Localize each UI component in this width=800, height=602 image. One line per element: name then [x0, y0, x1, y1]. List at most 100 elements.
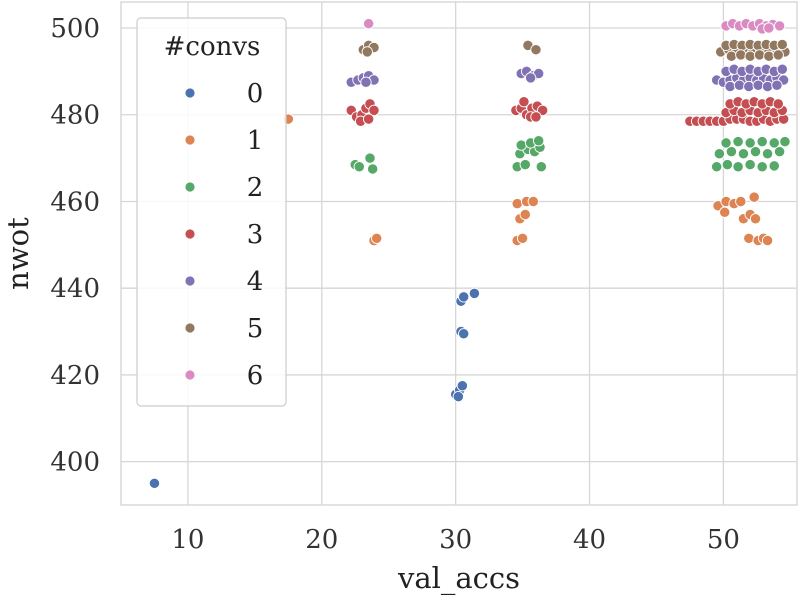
data-point — [753, 49, 766, 61]
data-point — [530, 111, 542, 123]
data-point — [743, 80, 755, 93]
data-point — [749, 213, 762, 225]
data-point — [776, 38, 788, 51]
data-point — [367, 163, 379, 175]
data-point — [744, 50, 756, 62]
data-point — [362, 18, 375, 30]
data-point — [524, 72, 537, 84]
y-axis-label: nwot — [1, 217, 35, 290]
data-point — [721, 158, 734, 171]
data-point — [535, 161, 547, 173]
data-point — [516, 232, 529, 244]
data-point — [752, 79, 764, 91]
data-point — [773, 145, 786, 158]
data-point — [768, 137, 780, 149]
data-point — [713, 148, 726, 160]
data-point — [468, 287, 481, 300]
data-point — [737, 148, 750, 160]
data-point — [452, 390, 464, 403]
legend-marker — [184, 228, 196, 240]
data-point — [761, 234, 774, 247]
data-point — [761, 80, 774, 93]
data-point — [360, 76, 372, 88]
legend-title: #convs — [164, 32, 261, 62]
data-point — [519, 158, 531, 171]
legend-marker — [184, 181, 196, 193]
data-point — [458, 328, 470, 340]
data-point — [743, 232, 755, 244]
data-point — [763, 50, 775, 62]
data-point — [361, 46, 373, 58]
data-point — [756, 161, 768, 173]
data-point — [773, 20, 786, 32]
legend-label: 3 — [247, 220, 264, 250]
legend-marker — [184, 134, 196, 146]
x-tick-label: 30 — [439, 525, 472, 555]
data-point — [518, 96, 530, 108]
data-point — [148, 477, 161, 489]
x-tick-label: 10 — [171, 525, 204, 555]
data-point — [776, 63, 788, 75]
legend-label: 4 — [247, 267, 264, 297]
x-axis-label: val_accs — [397, 561, 520, 596]
data-point — [772, 49, 784, 61]
legend-frame — [136, 17, 287, 407]
data-point — [733, 79, 746, 91]
data-point — [725, 145, 738, 158]
data-point — [711, 161, 723, 173]
x-tick-label: 20 — [305, 525, 338, 555]
legend-marker — [184, 275, 196, 287]
data-point — [458, 291, 470, 303]
y-tick-label: 400 — [50, 448, 100, 478]
y-tick-label: 480 — [50, 101, 100, 131]
y-tick-label: 420 — [50, 361, 100, 391]
data-point — [761, 148, 774, 160]
data-point — [724, 80, 736, 93]
data-point — [779, 135, 791, 148]
data-point — [368, 104, 380, 117]
data-point — [511, 197, 523, 210]
legend-label: 5 — [247, 314, 264, 344]
data-point — [537, 104, 549, 117]
x-tick-label: 50 — [707, 525, 740, 555]
y-tick-label: 440 — [50, 274, 100, 304]
data-point — [772, 98, 784, 110]
data-point — [364, 152, 376, 164]
data-point — [719, 206, 731, 218]
data-point — [371, 232, 383, 244]
data-point — [763, 22, 775, 34]
data-point — [732, 161, 744, 173]
data-point — [362, 113, 375, 125]
data-point — [768, 160, 780, 172]
data-point — [532, 135, 545, 147]
data-point — [456, 380, 468, 392]
legend-label: 0 — [247, 79, 264, 109]
data-point — [749, 145, 762, 158]
legend: #convs 0 1 2 3 4 5 6 — [136, 17, 287, 407]
y-tick-label: 500 — [50, 14, 100, 44]
data-point — [735, 49, 747, 61]
data-point — [519, 208, 531, 221]
data-point — [756, 135, 768, 148]
data-point — [748, 191, 760, 203]
legend-marker — [184, 369, 196, 381]
legend-label: 2 — [247, 173, 264, 203]
data-point — [744, 137, 756, 149]
data-points — [148, 18, 791, 489]
data-point — [720, 137, 732, 149]
data-point — [353, 161, 365, 173]
data-point — [732, 135, 744, 148]
legend-marker — [184, 87, 196, 99]
data-point — [725, 50, 738, 62]
data-point — [744, 158, 756, 171]
legend-label: 6 — [247, 361, 264, 391]
data-point — [771, 79, 783, 91]
legend-marker — [184, 322, 196, 334]
data-point — [515, 139, 527, 151]
legend-label: 1 — [247, 126, 264, 156]
data-point — [527, 195, 539, 208]
y-tick-label: 460 — [50, 187, 100, 217]
